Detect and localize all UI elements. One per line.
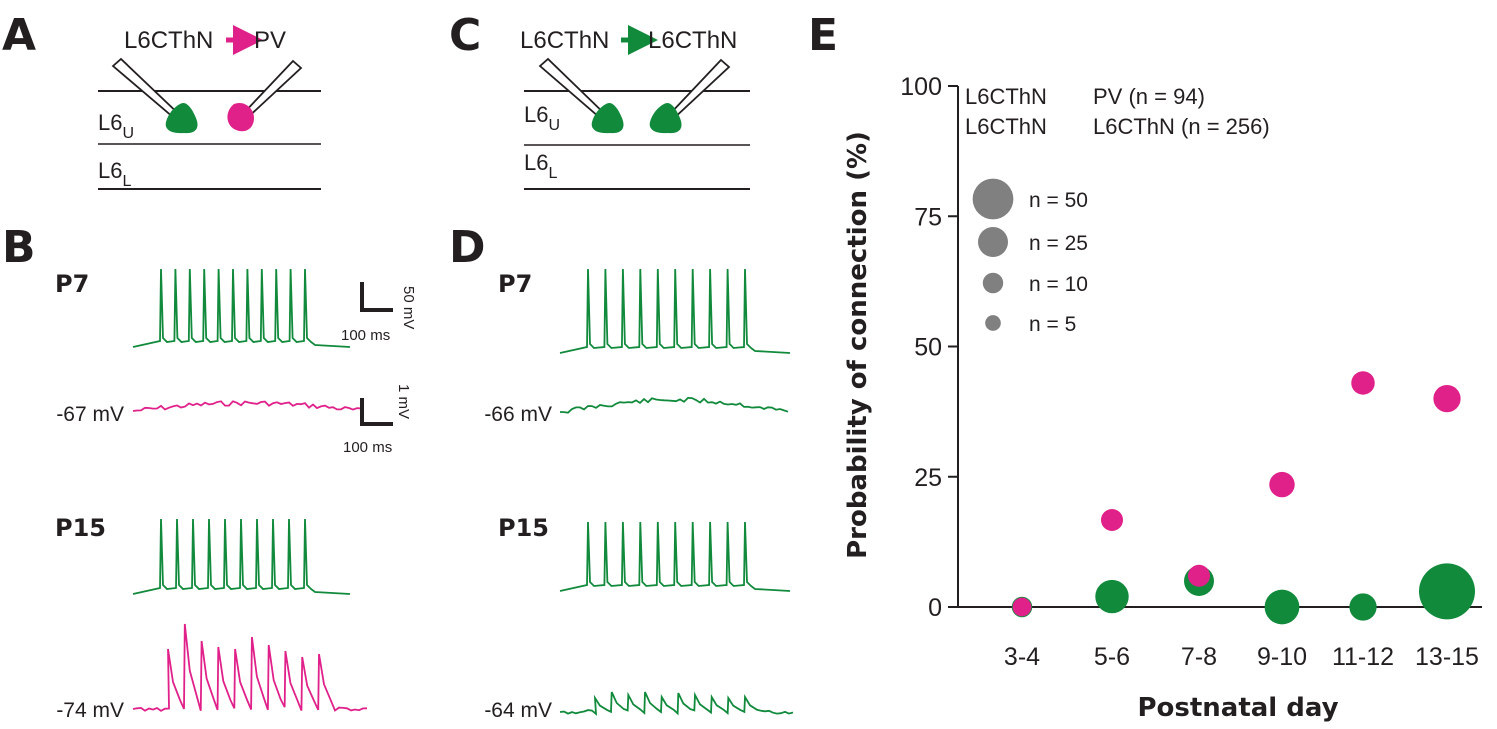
panel-b-p15-presynaptic-trace xyxy=(132,518,351,595)
x-tick-label: 5-6 xyxy=(1094,643,1130,671)
y-tick-label: 75 xyxy=(914,203,942,231)
chart-x-ticks: 3-4 5-6 7-8 9-10 11-12 13-15 xyxy=(1004,643,1479,671)
chart-points xyxy=(1011,371,1475,625)
panel-b-age-p7: P7 xyxy=(55,270,89,298)
panel-b-letter: B xyxy=(2,222,36,273)
chart-legend: L6CThN PV (n = 94) L6CThN L6CThN (n = 25… xyxy=(965,84,1270,139)
point-l6cthn-13-15 xyxy=(1419,563,1475,620)
panel-b-scale-1-time: 100 ms xyxy=(341,327,390,344)
panel-d-letter: D xyxy=(449,222,486,273)
size-legend-label: n = 5 xyxy=(1029,313,1076,336)
x-tick-label: 13-15 xyxy=(1415,643,1479,671)
x-tick-label: 3-4 xyxy=(1004,643,1040,671)
panel-b-p15-postsynaptic-trace xyxy=(132,623,368,712)
size-legend-circle xyxy=(982,272,1004,294)
chart-size-legend: n = 50 n = 25 n = 10 n = 5 xyxy=(972,178,1088,336)
panel-c-l6cthn-cell-2-icon xyxy=(649,102,682,134)
panel-b-vm-p15: -74 mV xyxy=(56,699,124,722)
legend-pv-pre: L6CThN xyxy=(965,84,1047,109)
size-legend-label: n = 50 xyxy=(1029,189,1088,212)
panel-d-p15-postsynaptic-trace xyxy=(559,691,794,716)
panel-b-scale-1-voltage: 50 mV xyxy=(400,286,417,329)
panel-b-scale-bar-1-icon xyxy=(360,282,393,312)
point-pv-13-15 xyxy=(1433,384,1461,413)
y-tick-label: 100 xyxy=(900,73,942,101)
panel-c-layer-upper: L6U xyxy=(524,102,560,134)
panel-e-letter: E xyxy=(808,10,838,61)
panel-d-p15-presynaptic-trace xyxy=(559,521,791,592)
panel-b-age-p15: P15 xyxy=(55,514,106,542)
size-legend-label: n = 25 xyxy=(1029,232,1088,255)
panel-b-scale-2-time: 100 ms xyxy=(343,439,392,456)
x-tick-label: 7-8 xyxy=(1181,643,1217,671)
x-tick-label: 11-12 xyxy=(1332,643,1394,671)
panel-b: B P7 P15 -67 mV -74 mV 50 mV 100 ms 1 mV… xyxy=(2,222,417,722)
panel-a-pv-cell-icon xyxy=(227,102,254,132)
panel-a-letter: A xyxy=(2,10,36,61)
point-pv-3-4 xyxy=(1012,597,1032,617)
y-tick-label: 0 xyxy=(928,594,942,622)
legend-l6cthn-post: L6CThN (n = 256) xyxy=(1093,114,1270,139)
panel-c-letter: C xyxy=(449,10,481,61)
point-pv-11-12 xyxy=(1351,371,1375,395)
point-l6cthn-9-10 xyxy=(1264,589,1300,625)
panel-b-scale-2-voltage: 1 mV xyxy=(395,384,412,419)
panel-a-title-post: PV xyxy=(254,27,286,54)
panel-c-l6cthn-cell-1-icon xyxy=(591,102,624,134)
size-legend-circle xyxy=(972,178,1014,220)
legend-l6cthn-pre: L6CThN xyxy=(965,114,1047,139)
point-pv-9-10 xyxy=(1269,471,1295,498)
size-legend-circle xyxy=(985,315,1001,331)
point-pv-5-6 xyxy=(1100,508,1124,531)
legend-pv-post: PV (n = 94) xyxy=(1093,84,1205,109)
y-tick-label: 25 xyxy=(914,464,942,492)
panel-d: D P7 P15 -66 mV -64 mV xyxy=(449,222,794,722)
panel-d-age-p15: P15 xyxy=(498,514,549,542)
panel-d-p7-postsynaptic-trace xyxy=(559,396,789,414)
panel-b-p7-postsynaptic-trace xyxy=(132,400,362,412)
chart-x-axis-label: Postnatal day xyxy=(1137,693,1338,723)
panel-a-title-pre: L6CThN xyxy=(124,27,213,54)
panel-d-age-p7: P7 xyxy=(498,270,532,298)
panel-a-l6cthn-cell-icon xyxy=(165,102,198,134)
point-pv-7-8 xyxy=(1187,564,1211,587)
panel-a-layer-upper: L6U xyxy=(98,110,134,142)
panel-e: E 0 25 50 75 100 3-4 5-6 7-8 9-10 11-12 13-15 Pro… xyxy=(808,10,1482,723)
point-l6cthn-11-12 xyxy=(1349,593,1377,621)
panel-b-p7-presynaptic-trace xyxy=(132,268,351,348)
size-legend-circle xyxy=(978,227,1008,257)
panel-b-vm-p7: -67 mV xyxy=(56,403,124,426)
y-tick-label: 50 xyxy=(914,334,942,362)
x-tick-label: 9-10 xyxy=(1257,643,1307,671)
panel-c-title-post: L6CThN xyxy=(648,27,737,54)
chart-y-axis-label: Probability of connection (%) xyxy=(843,131,873,559)
panel-d-vm-p15: -64 mV xyxy=(484,699,552,722)
panel-b-scale-bar-2-icon xyxy=(360,398,393,426)
panel-c-title-pre: L6CThN xyxy=(520,27,609,54)
point-l6cthn-5-6 xyxy=(1095,579,1129,614)
panel-d-p7-presynaptic-trace xyxy=(559,268,791,354)
panel-a-layer-lower: L6L xyxy=(98,158,131,190)
size-legend-label: n = 10 xyxy=(1029,273,1088,296)
panel-c: C L6CThN L6CThN L6U L6L xyxy=(449,10,750,190)
panel-d-vm-p7: -66 mV xyxy=(484,403,552,426)
chart-y-ticks: 0 25 50 75 100 xyxy=(900,73,958,622)
panel-a: A L6CThN PV L6U L6L xyxy=(2,10,321,190)
panel-c-layer-lower: L6L xyxy=(524,150,557,182)
